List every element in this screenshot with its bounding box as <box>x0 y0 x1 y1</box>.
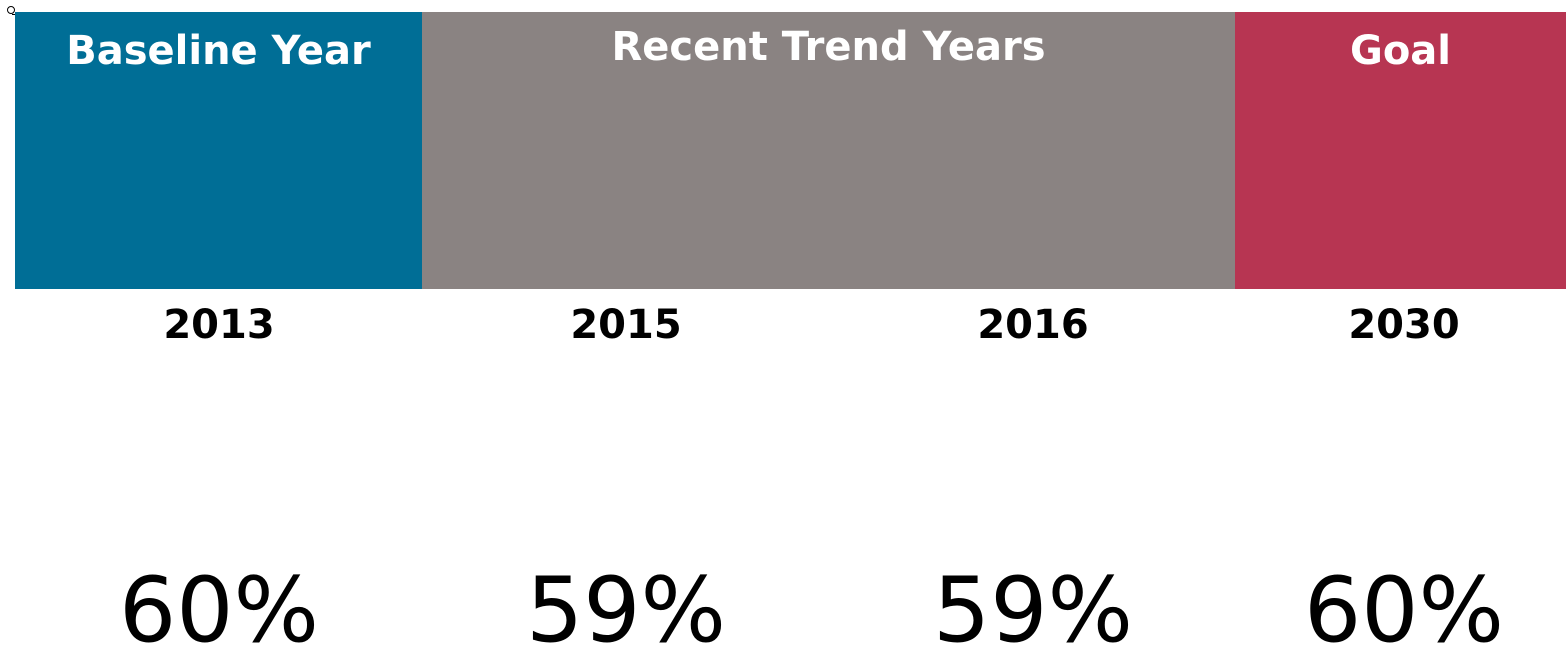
value: 60% <box>1303 558 1505 654</box>
year: 2030 <box>1348 302 1460 348</box>
handle-icon <box>7 6 15 14</box>
goal-band: Goal <box>1235 12 1566 289</box>
group-label: Recent Trend Years <box>611 24 1046 70</box>
group-label: Baseline Year <box>66 28 371 74</box>
value: 59% <box>932 558 1134 654</box>
trend-band: Recent Trend Years <box>422 12 1235 289</box>
baseline-band: Baseline Year <box>15 12 422 289</box>
value: 60% <box>118 558 320 654</box>
year: 2016 <box>977 302 1089 348</box>
year: 2015 <box>570 302 682 348</box>
value: 59% <box>525 558 727 654</box>
year: 2013 <box>163 302 275 348</box>
group-label: Goal <box>1349 28 1451 74</box>
